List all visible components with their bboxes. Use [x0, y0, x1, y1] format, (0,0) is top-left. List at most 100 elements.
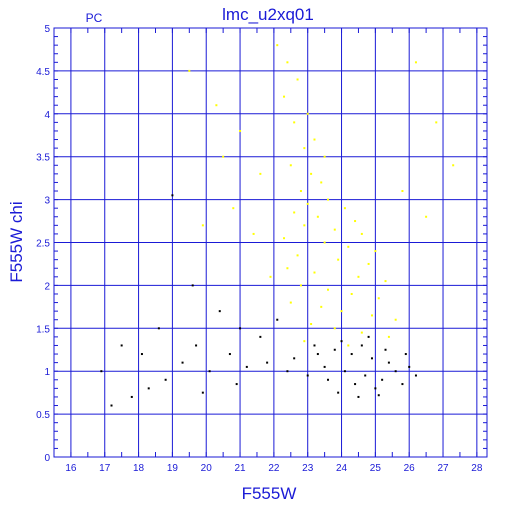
black-point — [370, 357, 373, 360]
y-tick-label: 1.5 — [36, 324, 50, 335]
x-tick-label: 28 — [471, 463, 483, 474]
corner-label: PC — [86, 11, 103, 25]
black-point — [130, 395, 133, 398]
yellow-point — [313, 271, 316, 274]
y-tick-label: 3 — [44, 196, 50, 207]
black-point — [110, 404, 113, 407]
y-axis-label: F555W chi — [7, 201, 26, 282]
yellow-point — [252, 232, 255, 235]
black-point — [181, 361, 184, 364]
y-tick-label: 4.5 — [36, 67, 50, 78]
yellow-point — [327, 288, 330, 291]
yellow-point — [360, 331, 363, 334]
black-point — [191, 284, 194, 287]
y-tick-label: 4 — [44, 110, 50, 121]
black-point — [414, 374, 417, 377]
yellow-point — [296, 254, 299, 257]
black-point — [164, 378, 167, 381]
yellow-point — [310, 323, 313, 326]
black-point — [350, 353, 353, 356]
yellow-point — [283, 237, 286, 240]
yellow-point — [269, 275, 272, 278]
black-point — [381, 378, 384, 381]
yellow-point — [286, 61, 289, 64]
x-tick-label: 17 — [99, 463, 111, 474]
black-point — [367, 335, 370, 338]
yellow-point — [296, 78, 299, 81]
yellow-point — [333, 228, 336, 231]
yellow-point — [201, 224, 204, 227]
black-point — [401, 383, 404, 386]
yellow-point — [289, 164, 292, 167]
yellow-point — [313, 138, 316, 141]
black-point — [140, 353, 143, 356]
black-point — [293, 357, 296, 360]
black-point — [337, 391, 340, 394]
x-tick-label: 25 — [370, 463, 382, 474]
yellow-point — [306, 202, 309, 205]
x-tick-label: 27 — [437, 463, 449, 474]
yellow-point — [286, 267, 289, 270]
yellow-point — [303, 224, 306, 227]
black-point — [208, 370, 211, 373]
x-tick-label: 20 — [201, 463, 213, 474]
black-point — [239, 327, 242, 330]
y-tick-labels: 0 0.5 1 1.5 2 2.5 3 3.5 4 4.5 5 — [36, 24, 50, 464]
black-point — [120, 344, 123, 347]
black-point — [286, 370, 289, 373]
yellow-point — [232, 207, 235, 210]
chart-title: lmc_u2xq01 — [222, 5, 314, 24]
black-point — [266, 361, 269, 364]
yellow-point — [310, 172, 313, 175]
black-point — [357, 395, 360, 398]
black-point — [218, 310, 221, 313]
yellow-point — [377, 297, 380, 300]
yellow-point — [425, 215, 428, 218]
black-point — [384, 348, 387, 351]
yellow-point — [239, 129, 242, 132]
black-point — [327, 378, 330, 381]
y-tick-label: 1 — [44, 367, 50, 378]
yellow-point — [303, 147, 306, 150]
black-point — [377, 394, 380, 397]
black-point — [316, 353, 319, 356]
yellow-point — [401, 190, 404, 193]
yellow-point — [222, 155, 225, 158]
yellow-point — [337, 258, 340, 261]
yellow-point — [323, 241, 326, 244]
yellow-point — [188, 69, 191, 72]
x-tick-labels: 16 17 18 19 20 21 22 23 24 25 26 27 28 — [65, 463, 482, 474]
x-tick-label: 22 — [268, 463, 280, 474]
black-point — [100, 370, 103, 373]
black-point — [408, 365, 411, 368]
yellow-point — [276, 44, 279, 47]
y-tick-label: 3.5 — [36, 153, 50, 164]
yellow-point — [357, 275, 360, 278]
yellow-point — [435, 121, 438, 124]
yellow-point — [374, 250, 377, 253]
yellow-point — [350, 292, 353, 295]
yellow-point — [327, 198, 330, 201]
black-point — [157, 327, 160, 330]
black-point — [360, 344, 363, 347]
yellow-point — [360, 232, 363, 235]
black-point — [259, 335, 262, 338]
yellow-point — [384, 280, 387, 283]
x-tick-label: 16 — [65, 463, 77, 474]
yellow-point — [215, 104, 218, 107]
black-point — [333, 348, 336, 351]
yellow-point — [354, 220, 357, 223]
yellow-point — [394, 318, 397, 321]
black-point — [306, 374, 309, 377]
black-point — [201, 391, 204, 394]
black-point — [147, 387, 150, 390]
y-tick-label: 0 — [44, 453, 50, 464]
x-tick-label: 24 — [336, 463, 348, 474]
yellow-point — [370, 314, 373, 317]
yellow-point — [316, 215, 319, 218]
yellow-point — [306, 112, 309, 115]
x-tick-label: 18 — [133, 463, 145, 474]
yellow-point — [323, 155, 326, 158]
yellow-point — [347, 344, 350, 347]
